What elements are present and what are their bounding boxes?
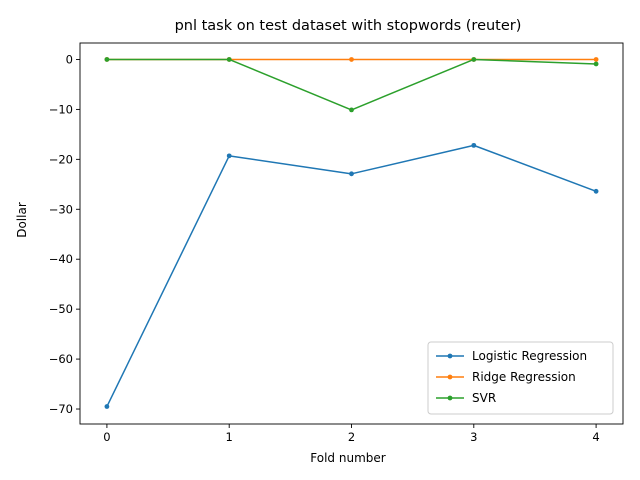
x-tick-label: 1: [226, 430, 233, 444]
y-tick-label: −10: [49, 102, 73, 116]
x-tick-label: 3: [470, 430, 477, 444]
data-point-logistic-regression: [593, 188, 599, 194]
data-point-svr: [104, 57, 110, 62]
legend-label-svr: SVR: [472, 391, 496, 405]
x-tick-label: 4: [592, 430, 599, 444]
data-point-logistic-regression: [349, 171, 354, 177]
y-tick-label: 0: [66, 52, 73, 66]
legend-marker-svr: [447, 395, 453, 401]
data-point-svr: [471, 57, 477, 62]
chart-title: pnl task on test dataset with stopwords …: [175, 18, 522, 34]
y-tick-label: −20: [49, 152, 73, 166]
legend-box: [427, 341, 614, 415]
y-tick-label: −30: [49, 202, 73, 216]
data-point-svr: [226, 57, 232, 62]
y-tick-label: −40: [49, 252, 73, 266]
data-point-logistic-regression: [226, 153, 232, 159]
legend-marker-logistic-regression: [447, 353, 453, 359]
legend-label-logistic-regression: Logistic Regression: [472, 349, 587, 363]
data-point-logistic-regression: [471, 142, 477, 148]
x-tick-label: 0: [103, 430, 110, 444]
legend: Logistic Regression Ridge Regression SVR: [427, 341, 614, 415]
data-point-svr: [349, 107, 354, 113]
y-tick-label: −60: [49, 352, 73, 366]
data-point-logistic-regression: [104, 404, 110, 409]
data-point-ridge-regression: [593, 57, 599, 62]
data-point-ridge-regression: [349, 57, 354, 62]
data-point-svr: [593, 61, 599, 67]
plot-area: 0 1 2 3 4 0 −10 −20 −30 −40 −50 −60 −70 Logistic Regr…: [49, 42, 624, 444]
y-tick-label: −50: [49, 302, 73, 316]
y-tick-label: −70: [49, 402, 73, 416]
legend-marker-ridge-regression: [447, 374, 453, 380]
x-axis-label: Fold number: [310, 451, 385, 465]
x-tick-label: 2: [348, 430, 355, 444]
legend-label-ridge-regression: Ridge Regression: [472, 370, 576, 384]
y-axis-label: Dollar: [15, 202, 29, 238]
series-line-svr: [106, 58, 597, 111]
